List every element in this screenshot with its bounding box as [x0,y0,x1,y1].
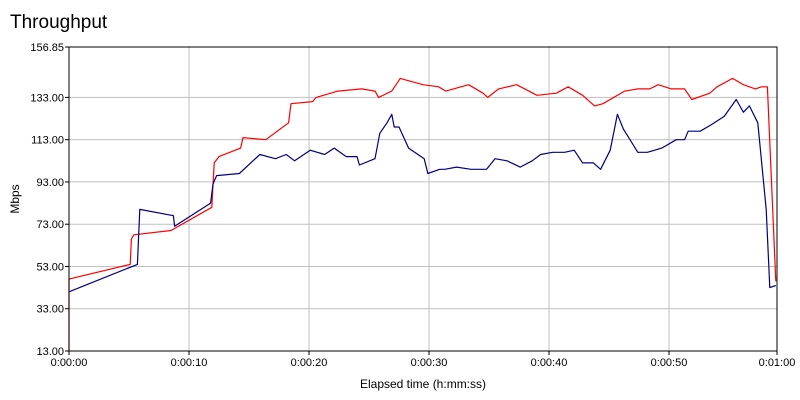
plot-frame [68,46,778,352]
y-tick-label: 156.85 [30,42,64,54]
y-tick-label: 73.00 [36,219,64,231]
y-tick-label: 133.00 [30,92,64,104]
x-tick-label: 0:00:10 [171,357,208,369]
series-line-2 [68,98,776,293]
chart-title: Throughput [10,12,108,33]
x-tick-label: 0:00:40 [531,357,568,369]
x-tick-label: 0:00:50 [651,357,688,369]
plot-area [69,47,777,351]
x-axis-label: Elapsed time (h:mm:ss) [360,377,486,391]
x-tick-label: 0:00:20 [291,357,328,369]
y-tick-label: 113.00 [31,135,64,147]
x-tick-label: 0:01:00 [759,357,796,369]
x-tick-label: 0:00:30 [411,357,448,369]
x-axis-ticks: 0:00:00 0:00:10 0:00:20 0:00:30 0:00:40 0:00:… [51,351,796,369]
y-tick-label: 53.00 [36,261,64,273]
series-layer [68,77,777,351]
y-axis-label: Mbps [8,184,22,213]
series-line-1 [68,77,777,351]
y-axis-ticks: 13.00 33.00 53.00 73.00 93.00 113.00 133.00 156… [30,42,69,358]
y-tick-label: 93.00 [36,177,64,189]
x-tick-label: 0:00:00 [51,357,88,369]
y-tick-label: 13.00 [36,346,64,358]
y-tick-label: 33.00 [36,304,64,316]
